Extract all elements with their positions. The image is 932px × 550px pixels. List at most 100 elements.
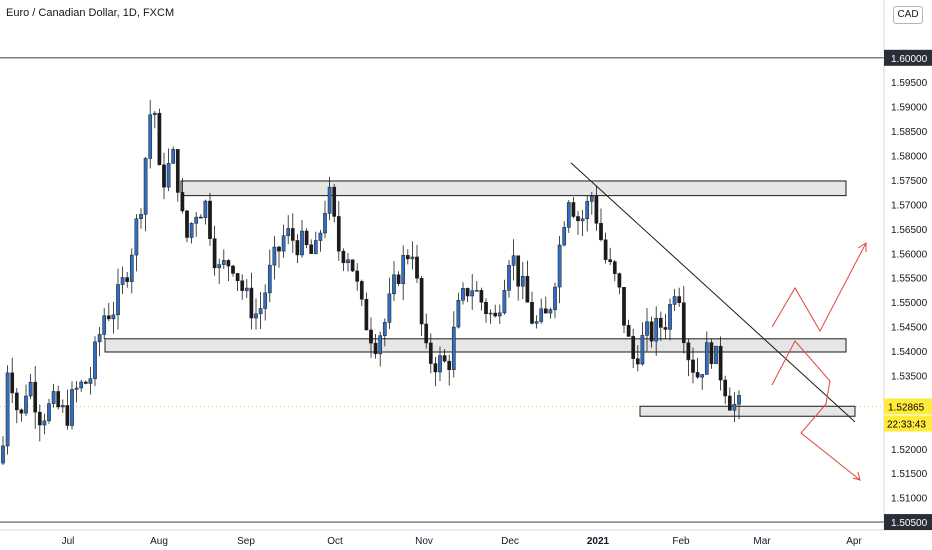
- candle-body: [451, 326, 456, 370]
- drawings-layer: [570, 162, 867, 481]
- current-price-label: 1.52865: [888, 402, 925, 413]
- candle-body: [608, 259, 613, 262]
- candle-body: [332, 186, 337, 217]
- current-price-tag: [884, 398, 932, 415]
- zone-rect: [180, 180, 847, 197]
- candle-body: [700, 374, 705, 378]
- bearish-projection-path: [771, 340, 861, 481]
- candle-body: [433, 363, 438, 373]
- price-axis: 1.50500 1.51000 1.51500 1.52000 1.52865 22:33…: [883, 0, 932, 531]
- price-tick-label: 1.56500: [891, 225, 928, 236]
- candle-body: [626, 325, 631, 337]
- candle-body: [401, 255, 406, 284]
- candle-body: [249, 287, 254, 319]
- candle-body: [65, 405, 70, 426]
- candle-body: [70, 389, 74, 426]
- candle-body: [392, 274, 396, 295]
- candle-body: [37, 411, 42, 426]
- candle-body: [28, 381, 33, 397]
- candle-body: [557, 244, 562, 288]
- time-tick-label: Dec: [501, 536, 519, 547]
- candle-body: [723, 379, 728, 397]
- candle-body: [116, 284, 120, 316]
- time-tick-label: Aug: [150, 536, 168, 547]
- candle-body: [51, 391, 56, 404]
- candle-body: [520, 276, 525, 287]
- candle-body: [534, 321, 539, 324]
- candle-body: [672, 296, 677, 305]
- candle-body: [185, 210, 189, 238]
- candle-body: [553, 286, 557, 310]
- candle-body: [47, 403, 51, 422]
- candle-body: [539, 308, 544, 322]
- candle-body: [438, 355, 442, 373]
- candle-body: [19, 409, 24, 414]
- candle-body: [83, 381, 88, 384]
- candle-body: [341, 250, 346, 264]
- candle-body: [355, 270, 360, 282]
- candle-body: [111, 314, 116, 320]
- candle-body: [603, 239, 608, 260]
- candlestick-series: [1, 99, 741, 466]
- candle-body: [635, 358, 640, 365]
- price-tick-label: 1.51500: [891, 469, 928, 480]
- candle-body: [323, 213, 327, 234]
- candle-body: [419, 277, 424, 325]
- candle-body: [14, 392, 19, 411]
- candle-body: [74, 387, 79, 390]
- candle-body: [79, 381, 84, 389]
- price-tick-label: 1.54500: [891, 323, 928, 334]
- candle-body: [704, 342, 709, 375]
- candle-body: [313, 240, 318, 254]
- price-tick-label: 1.57500: [891, 176, 928, 187]
- candle-body: [120, 277, 125, 285]
- candle-body: [267, 264, 272, 294]
- candle-body: [612, 261, 617, 274]
- candle-body: [373, 342, 378, 355]
- candle-body: [194, 216, 199, 224]
- currency-button[interactable]: CAD: [893, 6, 923, 24]
- candle-body: [93, 341, 97, 379]
- candle-body: [474, 290, 479, 292]
- chart-title: Euro / Canadian Dollar, 1D, FXCM: [6, 7, 175, 19]
- candle-body: [382, 322, 387, 336]
- candle-body: [530, 302, 534, 324]
- candle-body: [304, 230, 309, 246]
- candle-body: [5, 372, 10, 447]
- candle-body: [148, 114, 153, 159]
- candle-body: [139, 214, 143, 220]
- candle-body: [622, 287, 626, 326]
- candle-body: [134, 218, 139, 256]
- candle-body: [346, 259, 350, 264]
- time-tick-label: Feb: [672, 536, 690, 547]
- time-tick-label: Apr: [846, 536, 862, 547]
- candle-body: [714, 345, 718, 364]
- candle-body: [42, 420, 47, 426]
- candle-body: [470, 290, 475, 297]
- support-resistance-zones: [104, 180, 856, 417]
- candle-body: [594, 195, 599, 224]
- candle-body: [737, 395, 741, 405]
- candle-body: [576, 216, 580, 222]
- candle-body: [645, 321, 649, 336]
- candle-body: [695, 372, 700, 378]
- candle-body: [281, 235, 286, 252]
- candle-body: [56, 391, 61, 408]
- candle-body: [203, 200, 208, 218]
- candle-body: [525, 276, 530, 303]
- candle-body: [24, 395, 28, 414]
- candle-body: [277, 246, 281, 252]
- candle-body: [507, 265, 511, 291]
- candle-body: [350, 259, 355, 272]
- price-grid: [0, 57, 884, 523]
- candle-body: [378, 335, 383, 355]
- price-tick-label: 1.51000: [891, 494, 928, 505]
- candle-body: [1, 445, 5, 464]
- candle-body: [231, 265, 235, 274]
- candle-body: [456, 300, 461, 328]
- candle-body: [10, 372, 15, 394]
- candle-body: [442, 355, 447, 362]
- zone-rect: [104, 338, 847, 353]
- candle-body: [272, 246, 277, 266]
